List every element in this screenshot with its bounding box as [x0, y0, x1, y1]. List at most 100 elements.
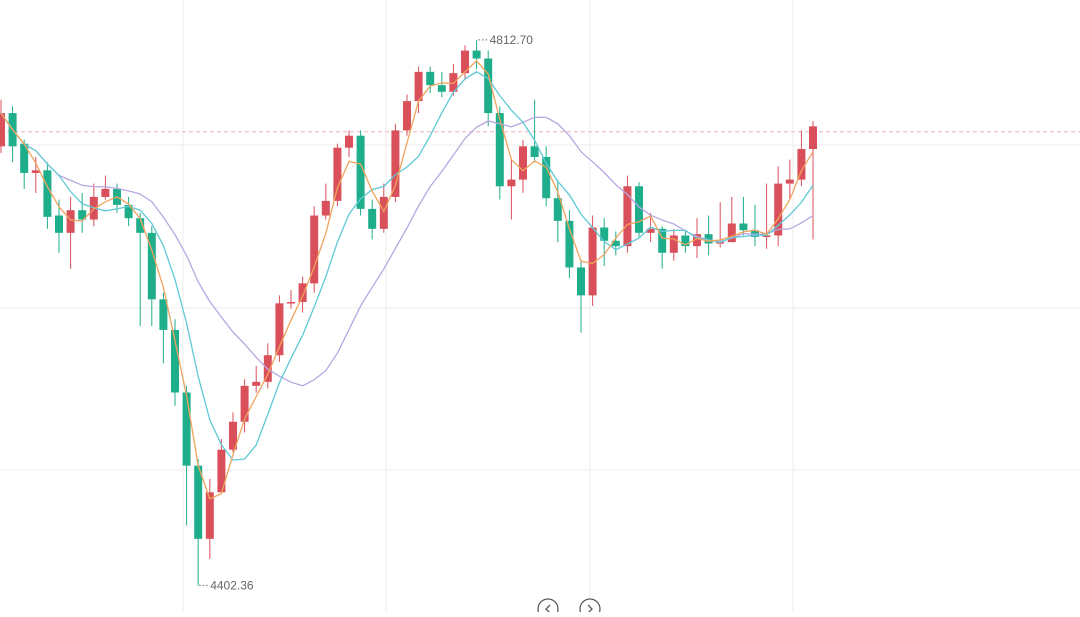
candle-body: [495, 113, 504, 187]
candle-body: [356, 135, 365, 209]
candle: [205, 478, 214, 559]
candles: [0, 39, 817, 586]
candle-body: [101, 188, 110, 197]
candle: [240, 379, 249, 433]
ma-short-line: [0, 59, 814, 500]
candle-body: [20, 143, 29, 173]
candle: [101, 175, 110, 200]
candle-body: [739, 223, 748, 231]
candle-body: [78, 210, 87, 220]
candle: [809, 121, 817, 240]
candle: [588, 215, 597, 306]
candle: [356, 130, 365, 216]
candle: [507, 159, 516, 220]
candle-body: [519, 146, 527, 180]
candle-body: [774, 183, 783, 236]
candle-body: [43, 170, 52, 217]
candle: [762, 183, 771, 249]
candle-body: [159, 299, 168, 330]
candle: [403, 94, 411, 136]
candle-body: [171, 329, 179, 393]
candle: [379, 183, 388, 233]
candle-body: [403, 101, 411, 131]
candle: [345, 130, 353, 157]
candle-body: [205, 492, 214, 539]
candle: [368, 199, 377, 240]
candle-body: [426, 71, 435, 86]
candle: [658, 226, 667, 269]
candle: [472, 39, 481, 70]
candle-body: [542, 156, 551, 199]
candle: [727, 196, 736, 243]
candle: [542, 146, 551, 207]
candle: [124, 196, 133, 227]
candle-body: [275, 303, 284, 356]
candle: [577, 259, 585, 333]
candle-body: [553, 198, 562, 221]
low-price-marker: 4402.36: [199, 579, 254, 593]
candle: [437, 71, 446, 98]
candle-body: [379, 196, 388, 229]
candle-body: [333, 147, 342, 201]
candle: [519, 139, 527, 193]
candle-body: [588, 227, 597, 296]
candle-body: [809, 126, 817, 150]
candle-body: [240, 385, 249, 422]
candle: [669, 228, 678, 261]
candle-body: [681, 235, 690, 247]
candle: [229, 412, 237, 453]
candle-body: [762, 235, 771, 237]
candle-body: [0, 113, 5, 147]
high-price-label: 4812.70: [490, 33, 534, 47]
candle-body: [600, 227, 609, 241]
candle: [89, 183, 98, 227]
candle: [55, 199, 63, 253]
ma-mid-line: [0, 71, 814, 461]
candle: [159, 292, 168, 364]
candle-body: [751, 230, 759, 237]
candle: [310, 206, 319, 293]
candle: [391, 123, 400, 203]
candle-body: [472, 50, 481, 59]
scroll-right-button[interactable]: [579, 598, 601, 617]
candle: [426, 66, 435, 94]
candle: [20, 139, 29, 189]
candle-body: [252, 381, 261, 386]
candle-body: [530, 146, 539, 157]
candle-body: [727, 223, 736, 243]
candle: [275, 295, 284, 362]
candle-body: [147, 232, 156, 300]
candle-body: [797, 149, 806, 180]
candle-body: [321, 200, 330, 216]
candle-body: [182, 392, 191, 466]
candle-body: [368, 208, 377, 229]
candle-body: [646, 228, 655, 233]
candle: [43, 162, 52, 229]
candle-body: [136, 218, 145, 233]
candle-body: [414, 71, 423, 102]
candle-body: [124, 204, 133, 219]
candle: [785, 159, 794, 200]
scroll-left-button[interactable]: [537, 598, 559, 617]
candle: [321, 183, 330, 220]
candle-body: [669, 235, 678, 253]
candle: [333, 143, 342, 207]
candle-body: [658, 228, 667, 253]
candle-body: [310, 215, 319, 284]
candle: [461, 45, 469, 80]
candle: [182, 385, 191, 526]
candle-body: [635, 186, 643, 233]
low-price-label: 4402.36: [210, 579, 254, 593]
candle: [484, 50, 493, 127]
candle-body: [484, 58, 493, 114]
candle: [774, 166, 783, 247]
candle: [797, 130, 806, 187]
candle: [565, 210, 574, 279]
candle: [704, 215, 713, 256]
ma-long-line: [0, 112, 814, 387]
candle: [0, 99, 5, 153]
high-price-marker: 4812.70: [478, 33, 534, 47]
